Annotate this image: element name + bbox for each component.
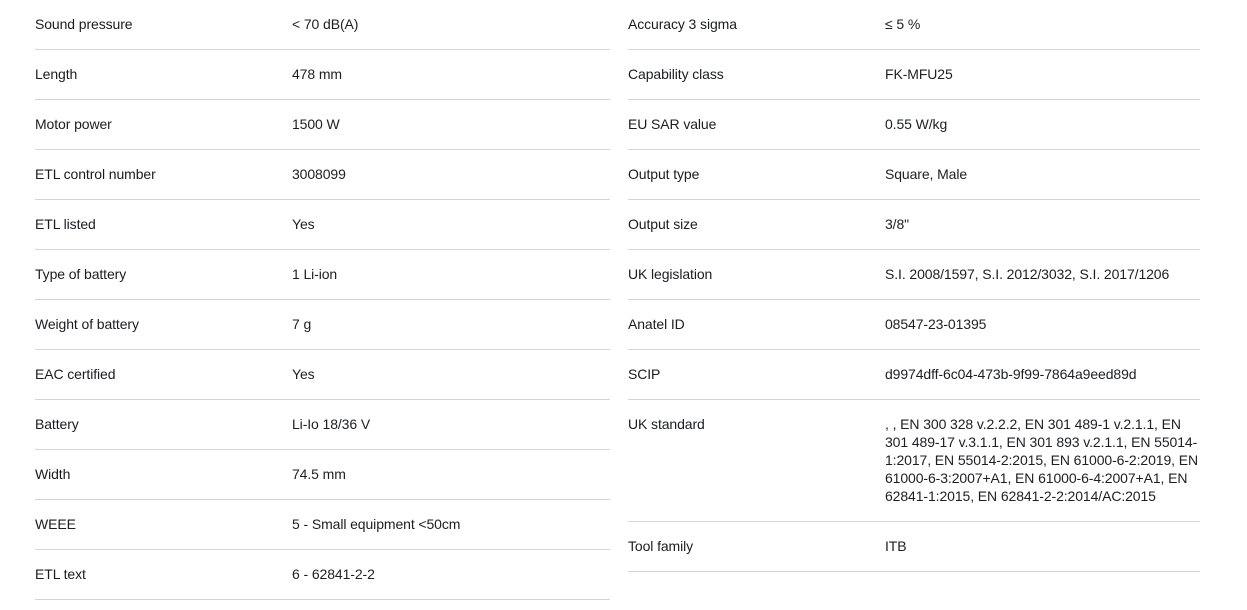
spec-label: Weight of battery [35,316,139,332]
spec-value: 3008099 [292,166,346,182]
spec-label: Width [35,466,71,482]
spec-value: , , EN 300 328 v.2.2.2, EN 301 489-1 v.2… [885,416,1198,504]
spec-label: EU SAR value [628,116,717,132]
spec-row: ETL text 6 - 62841-2-2 [35,550,610,600]
spec-value: 3/8" [885,216,910,232]
spec-row: Sound pressure < 70 dB(A) [35,0,610,50]
spec-label: Anatel ID [628,316,685,332]
spec-value: ITB [885,538,907,554]
spec-value: 6 - 62841-2-2 [292,566,375,582]
spec-row: EU SAR value 0.55 W/kg [628,100,1200,150]
spec-value: Square, Male [885,166,968,182]
spec-value: Li-Io 18/36 V [292,416,371,432]
spec-value: 08547-23-01395 [885,316,987,332]
spec-row: SCIP d9974dff-6c04-473b-9f99-7864a9eed89d [628,350,1200,400]
spec-value: FK-MFU25 [885,66,953,82]
spec-value: 74.5 mm [292,466,346,482]
spec-value: ≤ 5 % [885,16,921,32]
spec-row: Tool family ITB [628,522,1200,572]
spec-value: Yes [292,216,315,232]
spec-label: SCIP [628,366,661,382]
spec-row: Output size 3/8" [628,200,1200,250]
spec-row: Accuracy 3 sigma ≤ 5 % [628,0,1200,50]
spec-row: UK legislation S.I. 2008/1597, S.I. 2012/… [628,250,1200,300]
spec-row: Length 478 mm [35,50,610,100]
spec-label: Capability class [628,66,724,82]
spec-value: 478 mm [292,66,342,82]
spec-label: Motor power [35,116,112,132]
spec-label: Length [35,66,78,82]
spec-value: 5 - Small equipment <50cm [292,516,461,532]
spec-label: WEEE [35,516,76,532]
spec-row: Motor power 1500 W [35,100,610,150]
spec-label: EAC certified [35,366,116,382]
spec-row: Weight of battery 7 g [35,300,610,350]
spec-row: UK standard , , EN 300 328 v.2.2.2, EN 30… [628,400,1200,522]
spec-row: Capability class FK-MFU25 [628,50,1200,100]
spec-label: UK legislation [628,266,713,282]
spec-label: Output size [628,216,698,232]
spec-label: ETL text [35,566,86,582]
spec-label: Output type [628,166,700,182]
spec-value: 0.55 W/kg [885,116,948,132]
spec-label: UK standard [628,416,705,432]
spec-value: 7 g [292,316,312,332]
spec-row: EAC certified Yes [35,350,610,400]
spec-row: ETL listed Yes [35,200,610,250]
spec-label: Sound pressure [35,16,133,32]
spec-label: Tool family [628,538,694,554]
spec-value: < 70 dB(A) [292,16,359,32]
spec-value: 1500 W [292,116,340,132]
spec-row: WEEE 5 - Small equipment <50cm [35,500,610,550]
spec-value: Yes [292,366,315,382]
spec-table-left: Sound pressure < 70 dB(A) Length 478 mm Moto… [35,0,610,600]
spec-value: d9974dff-6c04-473b-9f99-7864a9eed89d [885,366,1137,382]
spec-label: Accuracy 3 sigma [628,16,737,32]
spec-row: ETL control number 3008099 [35,150,610,200]
spec-row: Battery Li-Io 18/36 V [35,400,610,450]
spec-label: Type of battery [35,266,127,282]
spec-row: Type of battery 1 Li-ion [35,250,610,300]
spec-label: ETL listed [35,216,96,232]
spec-value: S.I. 2008/1597, S.I. 2012/3032, S.I. 201… [885,266,1170,282]
spec-row: Width 74.5 mm [35,450,610,500]
spec-label: Battery [35,416,79,432]
spec-label: ETL control number [35,166,156,182]
spec-value: 1 Li-ion [292,266,338,282]
spec-table-right: Accuracy 3 sigma ≤ 5 % Capability class FK-… [628,0,1200,572]
spec-row: Anatel ID 08547-23-01395 [628,300,1200,350]
spec-row: Output type Square, Male [628,150,1200,200]
